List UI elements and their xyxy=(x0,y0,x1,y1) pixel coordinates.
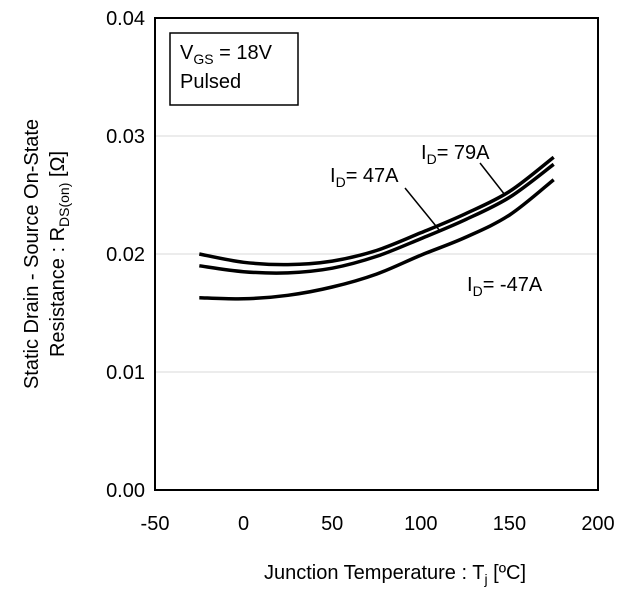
series-line-id-neg-47a xyxy=(199,178,555,301)
legend-line-2: Pulsed xyxy=(180,71,241,93)
series-lines xyxy=(198,155,555,301)
y-tick-label: 0.04 xyxy=(106,8,145,30)
series-label-id-neg-47a: ID= -47A xyxy=(467,274,543,299)
series-label-id-79a: ID= 79A xyxy=(421,142,490,167)
series-pointer-47a xyxy=(404,187,441,232)
x-tick-label: 0 xyxy=(238,513,249,535)
series-label-id-47a: ID= 47A xyxy=(330,165,399,190)
x-tick-label: 150 xyxy=(493,513,526,535)
series-pointer-79a xyxy=(479,162,506,196)
x-tick-label: 200 xyxy=(581,513,614,535)
y-axis-title: Static Drain - Source On-State Resistanc… xyxy=(21,119,72,389)
series-line-id-47a xyxy=(199,162,555,275)
x-axis-title: Junction Temperature : Tj [ºC] xyxy=(264,562,526,587)
y-tick-labels: 0.00 0.01 0.02 0.03 0.04 xyxy=(106,8,145,502)
x-tick-labels: -50 0 50 100 150 200 xyxy=(141,513,615,535)
series-line-id-79a xyxy=(198,155,555,267)
x-tick-label: 100 xyxy=(404,513,437,535)
gridlines xyxy=(155,135,598,373)
y-tick-label: 0.00 xyxy=(106,480,145,502)
x-tick-label: -50 xyxy=(141,513,170,535)
y-tick-label: 0.03 xyxy=(106,126,145,148)
legend-box xyxy=(169,32,299,106)
x-tick-label: 50 xyxy=(321,513,343,535)
y-tick-label: 0.02 xyxy=(106,244,145,266)
legend-line-1: VGS = 18V xyxy=(180,42,273,67)
legend: VGS = 18V Pulsed xyxy=(169,32,299,106)
y-axis-title-line-1: Static Drain - Source On-State xyxy=(21,119,43,389)
plot-area-frame xyxy=(154,17,599,491)
y-tick-label: 0.01 xyxy=(106,362,145,384)
y-axis-title-line-2: Resistance : RDS(on) [Ω] xyxy=(47,151,72,357)
